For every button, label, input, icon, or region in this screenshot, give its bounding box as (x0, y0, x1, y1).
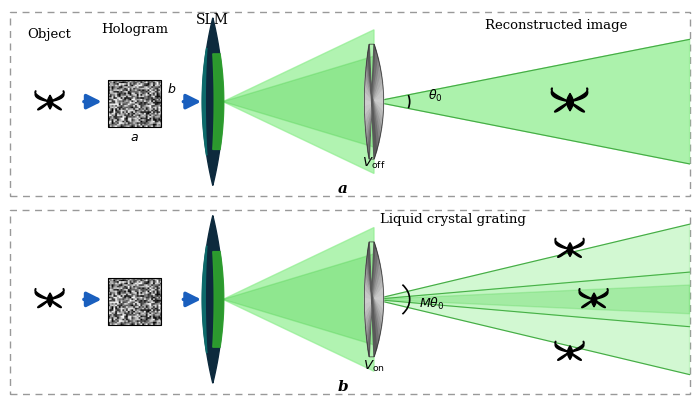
Polygon shape (223, 30, 374, 173)
Polygon shape (570, 102, 584, 112)
Text: $V_{\mathrm{on}}$: $V_{\mathrm{on}}$ (363, 359, 385, 374)
Text: Object: Object (27, 28, 71, 41)
Polygon shape (223, 56, 374, 147)
Polygon shape (38, 300, 50, 308)
Text: $b$: $b$ (167, 82, 176, 96)
Text: Hologram: Hologram (101, 23, 168, 36)
Bar (108, 80, 162, 127)
Polygon shape (202, 246, 207, 353)
Polygon shape (365, 98, 384, 106)
Text: SLM: SLM (197, 13, 229, 27)
Polygon shape (579, 289, 594, 300)
Polygon shape (50, 91, 64, 102)
Polygon shape (367, 249, 379, 350)
Bar (108, 278, 162, 325)
Polygon shape (367, 250, 379, 349)
Polygon shape (223, 254, 374, 345)
Text: Reconstructed image: Reconstructed image (484, 19, 627, 31)
Polygon shape (570, 239, 584, 249)
Polygon shape (570, 352, 581, 360)
Polygon shape (365, 68, 382, 136)
Polygon shape (582, 300, 594, 308)
Polygon shape (202, 18, 223, 185)
Polygon shape (554, 102, 570, 112)
Polygon shape (365, 89, 384, 114)
Polygon shape (594, 300, 606, 308)
Polygon shape (555, 239, 570, 249)
Polygon shape (366, 59, 380, 144)
Polygon shape (368, 44, 377, 159)
Polygon shape (365, 280, 384, 318)
Text: $M\theta_0$: $M\theta_0$ (419, 296, 444, 312)
Polygon shape (374, 224, 690, 300)
Polygon shape (365, 287, 384, 311)
Polygon shape (366, 61, 380, 143)
Polygon shape (368, 242, 376, 357)
Polygon shape (368, 242, 377, 357)
Polygon shape (555, 341, 570, 352)
Polygon shape (35, 91, 50, 102)
Polygon shape (213, 54, 224, 150)
Polygon shape (366, 257, 380, 342)
Polygon shape (374, 40, 690, 164)
Polygon shape (35, 289, 50, 300)
Polygon shape (570, 88, 588, 102)
Polygon shape (50, 300, 62, 308)
Polygon shape (365, 288, 384, 310)
Polygon shape (365, 272, 382, 327)
Text: b: b (338, 380, 349, 394)
Polygon shape (374, 300, 690, 375)
Text: $\theta_0$: $\theta_0$ (428, 88, 442, 104)
Polygon shape (570, 249, 581, 257)
Polygon shape (366, 258, 380, 341)
Polygon shape (365, 280, 383, 318)
Polygon shape (365, 75, 382, 128)
Polygon shape (558, 352, 570, 360)
Polygon shape (367, 52, 379, 151)
Polygon shape (365, 74, 382, 129)
Polygon shape (570, 341, 584, 352)
Polygon shape (50, 102, 62, 110)
Polygon shape (552, 88, 570, 102)
Polygon shape (368, 44, 376, 159)
Polygon shape (365, 82, 383, 121)
Polygon shape (365, 264, 382, 335)
Polygon shape (558, 249, 570, 257)
Polygon shape (213, 252, 224, 347)
Polygon shape (365, 66, 382, 137)
Polygon shape (223, 227, 374, 371)
Polygon shape (374, 272, 690, 327)
FancyBboxPatch shape (10, 210, 690, 394)
Polygon shape (365, 273, 382, 325)
Text: a: a (338, 182, 348, 196)
Polygon shape (594, 289, 608, 300)
Polygon shape (202, 215, 223, 383)
Polygon shape (365, 265, 382, 334)
Polygon shape (365, 295, 384, 304)
Text: Liquid crystal grating: Liquid crystal grating (380, 213, 526, 226)
Polygon shape (365, 82, 384, 121)
Polygon shape (38, 102, 50, 110)
Polygon shape (202, 48, 207, 155)
Polygon shape (367, 51, 379, 152)
Polygon shape (365, 91, 384, 112)
Polygon shape (374, 285, 690, 314)
Text: $V_{\mathrm{off}}$: $V_{\mathrm{off}}$ (363, 156, 386, 171)
Polygon shape (50, 289, 64, 300)
FancyBboxPatch shape (10, 12, 690, 196)
Text: $a$: $a$ (130, 131, 139, 144)
